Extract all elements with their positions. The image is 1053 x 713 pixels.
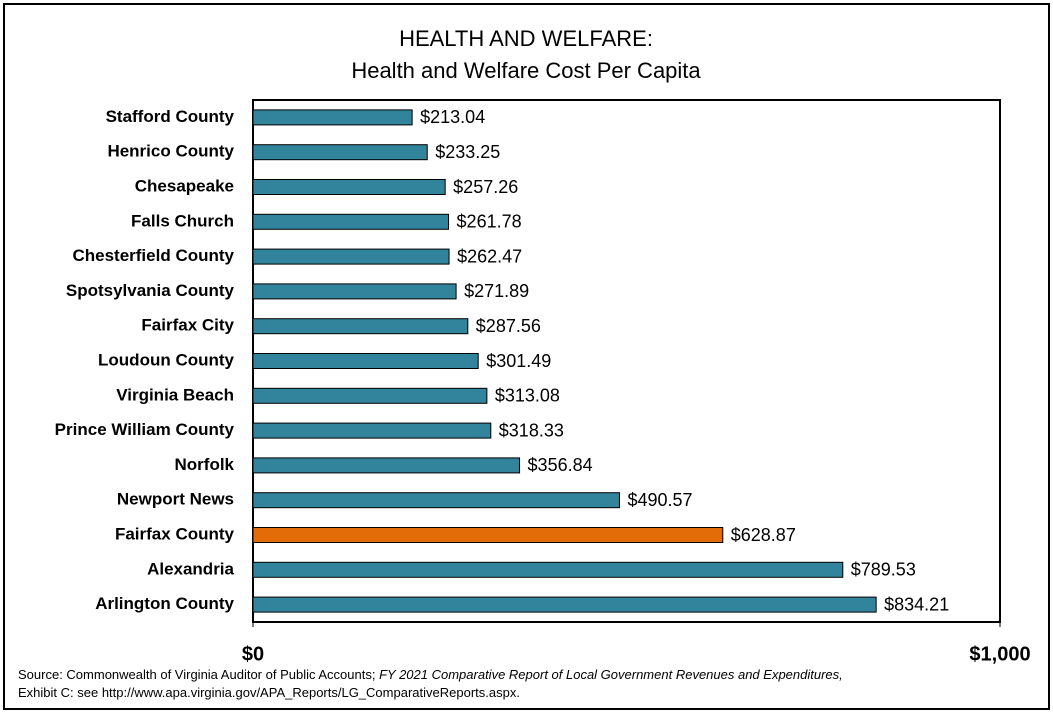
data-label: $233.25 xyxy=(435,142,500,162)
data-label: $628.87 xyxy=(731,525,796,545)
bar xyxy=(252,492,620,509)
source-line2: Exhibit C: see http://www.apa.virginia.g… xyxy=(18,685,520,700)
y-tick-label: Newport News xyxy=(117,490,234,509)
data-label: $261.78 xyxy=(457,212,522,232)
y-tick-label: Stafford County xyxy=(106,107,235,126)
bar xyxy=(252,283,457,300)
data-label: $318.33 xyxy=(499,420,564,440)
x-tick-label: $0 xyxy=(242,643,264,665)
y-tick-label: Prince William County xyxy=(55,420,235,439)
bar xyxy=(252,561,844,578)
y-tick-label: Loudoun County xyxy=(98,350,235,369)
data-label: $490.57 xyxy=(627,490,692,510)
data-label: $271.89 xyxy=(464,281,529,301)
x-tick-label: $1,000 xyxy=(969,643,1030,665)
bar xyxy=(252,318,469,335)
y-tick-label: Fairfax City xyxy=(141,316,234,335)
source-italic: FY 2021 Comparative Report of Local Gove… xyxy=(379,667,843,682)
data-label: $313.08 xyxy=(495,386,560,406)
y-tick-label: Arlington County xyxy=(95,594,234,613)
bar xyxy=(252,353,479,369)
data-label: $213.04 xyxy=(420,107,485,127)
y-tick-label: Alexandria xyxy=(147,559,234,578)
bar xyxy=(252,109,413,126)
source-note: Source: Commonwealth of Virginia Auditor… xyxy=(18,666,843,702)
chart-title: HEALTH AND WELFARE: xyxy=(399,26,653,51)
data-label: $262.47 xyxy=(457,246,522,266)
bar xyxy=(252,422,492,439)
bar xyxy=(252,179,446,195)
bar xyxy=(252,213,450,230)
y-tick-label: Norfolk xyxy=(175,455,235,474)
bar xyxy=(252,387,488,404)
y-tick-label: Virginia Beach xyxy=(116,385,234,404)
y-tick-label: Chesapeake xyxy=(135,176,234,195)
data-label: $301.49 xyxy=(486,351,551,371)
data-label: $789.53 xyxy=(851,560,916,580)
y-tick-label: Fairfax County xyxy=(115,524,235,543)
y-tick-label: Henrico County xyxy=(107,142,234,161)
source-text: Source: Commonwealth of Virginia Auditor… xyxy=(18,667,376,682)
frame xyxy=(3,3,1050,710)
data-label: $356.84 xyxy=(528,455,593,475)
y-tick-label: Falls Church xyxy=(131,211,234,230)
bar xyxy=(252,144,428,161)
data-label: $257.26 xyxy=(453,177,518,197)
bar xyxy=(252,457,521,474)
bar xyxy=(252,527,724,543)
bar xyxy=(252,596,877,613)
data-label: $834.21 xyxy=(884,594,949,614)
y-tick-label: Chesterfield County xyxy=(72,246,234,265)
data-label: $287.56 xyxy=(476,316,541,336)
y-tick-label: Spotsylvania County xyxy=(66,281,235,300)
bar xyxy=(252,248,450,265)
chart-subtitle: Health and Welfare Cost Per Capita xyxy=(351,58,701,83)
